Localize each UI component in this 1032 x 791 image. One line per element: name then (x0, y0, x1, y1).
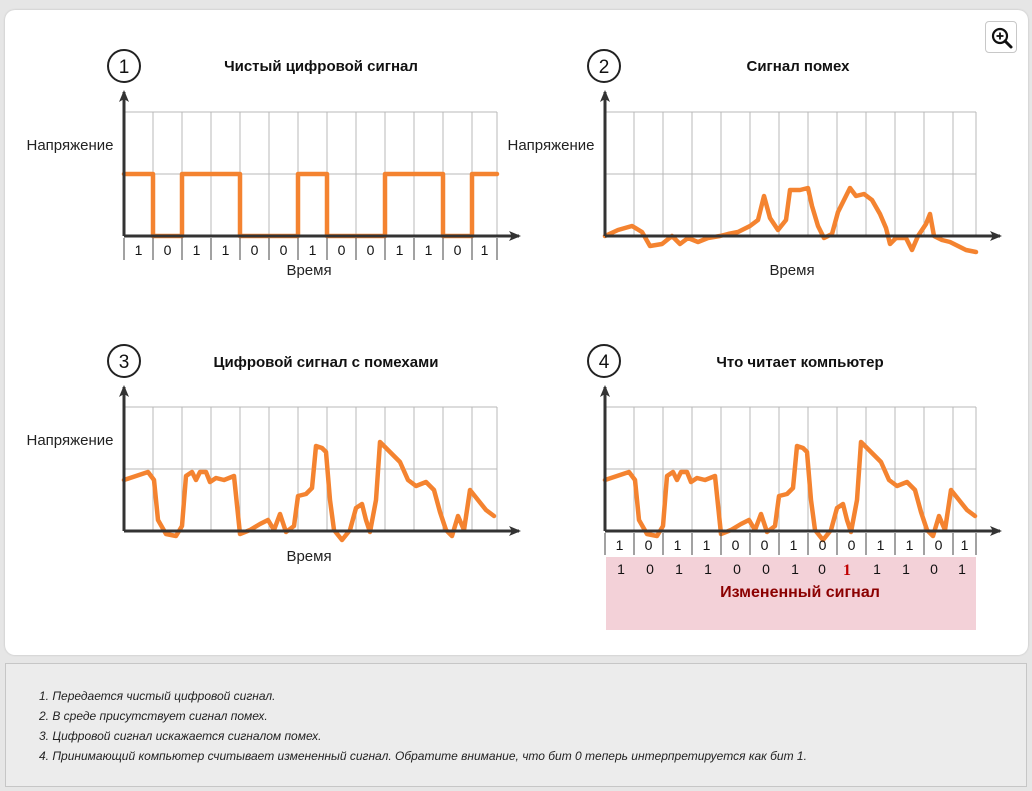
bit-label: 1 (481, 242, 489, 258)
bit-label: 0 (935, 537, 943, 553)
bit-label: 1 (425, 242, 433, 258)
note-item: 4. Принимающий компьютер считывает измен… (39, 749, 807, 763)
panel-2: 2 Сигнал помех Напряжение Время (508, 49, 1002, 279)
bit-label: 0 (164, 242, 172, 258)
bit-label: 1 (791, 561, 799, 577)
panel-3: 3 Цифровой сигнал с помехами Напряжение … (27, 344, 521, 565)
bit-label: 0 (645, 537, 653, 553)
bit-label: 1 (674, 537, 682, 553)
bit-label: 0 (818, 561, 826, 577)
zoom-in-icon (991, 27, 1013, 49)
bit-label: 1 (877, 537, 885, 553)
bit-label: 1 (902, 561, 910, 577)
figure-card (5, 10, 1028, 655)
bit-label: 0 (762, 561, 770, 577)
bit-row: 1 0 1 1 0 0 1 0 0 1 1 0 1 (123, 238, 498, 260)
bit-label: 1 (704, 561, 712, 577)
sent-bit-row: 1 0 1 1 0 0 1 0 0 1 1 0 1 (604, 533, 977, 555)
bit-label: 1 (135, 242, 143, 258)
bit-label: 1 (906, 537, 914, 553)
bit-label: 1 (703, 537, 711, 553)
x-axis-label: Время (286, 548, 331, 565)
received-signal (602, 439, 978, 543)
bit-label: 1 (958, 561, 966, 577)
noisy-digital-signal (121, 439, 497, 543)
bit-label: 0 (280, 242, 288, 258)
changed-signal-label: Измененный сигнал (720, 584, 880, 601)
panel-title: Что читает компьютер (716, 354, 883, 371)
panel-number-badge: 2 (587, 49, 621, 83)
y-axis-label: Напряжение (508, 137, 595, 154)
bit-label: 0 (251, 242, 259, 258)
bit-label: 1 (222, 242, 230, 258)
bit-label: 1 (790, 537, 798, 553)
panel-title: Цифровой сигнал с помехами (214, 354, 439, 371)
bit-label: 1 (617, 561, 625, 577)
bit-label: 1 (616, 537, 624, 553)
bit-label: 1 (961, 537, 969, 553)
x-axis-label: Время (769, 262, 814, 279)
panel-number: 2 (599, 57, 610, 78)
bit-label: 1 (396, 242, 404, 258)
zoom-button[interactable] (985, 21, 1017, 53)
read-bit-row: 1 0 1 1 0 0 1 0 1 1 1 0 1 (617, 561, 966, 579)
changed-bit-label: 1 (843, 562, 851, 579)
note-item: 2. В среде присутствует сигнал помех. (39, 709, 268, 723)
panel-number: 1 (119, 57, 130, 78)
bit-label: 0 (732, 537, 740, 553)
bit-label: 0 (367, 242, 375, 258)
bit-label: 1 (675, 561, 683, 577)
bit-label: 0 (338, 242, 346, 258)
bit-label: 1 (309, 242, 317, 258)
notes-box: 1. Передается чистый цифровой сигнал. 2.… (5, 663, 1027, 787)
panel-number-badge: 4 (587, 344, 621, 378)
bit-label: 1 (873, 561, 881, 577)
changed-signal-band (606, 557, 976, 630)
bit-label: 0 (930, 561, 938, 577)
noise-signal (602, 185, 979, 255)
panel-1: 1 Чистый цифровой сигнал Напряжение (27, 49, 521, 279)
panel-number: 4 (599, 352, 610, 373)
note-item: 3. Цифровой сигнал искажается сигналом п… (39, 729, 322, 743)
panel-title: Сигнал помех (746, 58, 850, 75)
x-axis-label: Время (286, 262, 331, 279)
panel-number: 3 (119, 352, 130, 373)
bit-label: 0 (761, 537, 769, 553)
panel-title: Чистый цифровой сигнал (224, 58, 418, 75)
bit-label: 0 (848, 537, 856, 553)
notes-list: 1. Передается чистый цифровой сигнал. 2.… (39, 686, 807, 766)
clean-digital-signal (121, 171, 500, 239)
grid (605, 111, 977, 236)
signal-diagram: 1 Чистый цифровой сигнал Напряжение (27, 49, 1002, 630)
bit-label: 0 (733, 561, 741, 577)
panel-number-badge: 3 (107, 344, 141, 378)
bit-label: 0 (454, 242, 462, 258)
panel-4: 4 Что читает компьютер (587, 344, 1002, 630)
bit-label: 0 (819, 537, 827, 553)
grid (605, 406, 977, 531)
panel-number-badge: 1 (107, 49, 141, 83)
note-item: 1. Передается чистый цифровой сигнал. (39, 689, 276, 703)
bit-label: 1 (193, 242, 201, 258)
bit-label: 0 (646, 561, 654, 577)
y-axis-label: Напряжение (27, 432, 114, 449)
y-axis-label: Напряжение (27, 137, 114, 154)
